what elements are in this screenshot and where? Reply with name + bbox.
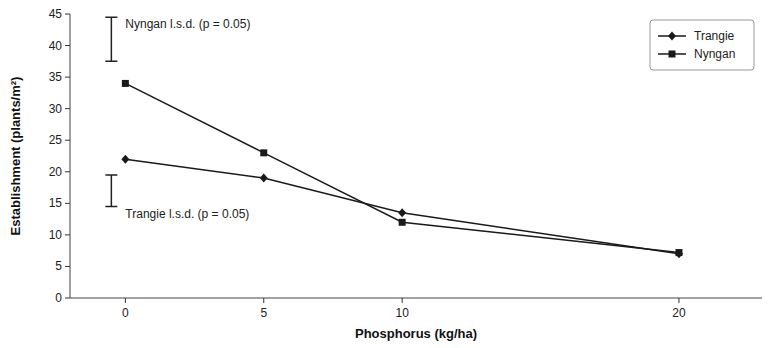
y-tick	[65, 45, 70, 46]
legend-frame	[650, 20, 754, 70]
y-tick	[65, 298, 70, 299]
y-tick-label: 40	[49, 39, 63, 53]
y-tick-label: 30	[49, 102, 63, 116]
chart: 0 5 10 20 0 5 10 15 20 25 30 35 40 45 Phosphorus (kg/h…	[0, 0, 780, 348]
y-tick-label: 0	[55, 291, 62, 305]
y-tick	[65, 266, 70, 267]
y-tick	[65, 14, 70, 15]
y-tick-label: 35	[49, 70, 63, 84]
lsd-bar: Trangie l.s.d. (p = 0.05)	[105, 175, 249, 222]
legend-item: Nyngan	[658, 47, 735, 61]
lsd-label: Nyngan l.s.d. (p = 0.05)	[125, 17, 250, 31]
lsd-bar-shape	[105, 17, 117, 61]
x-tick-label: 20	[672, 306, 686, 320]
series-marker	[260, 174, 268, 183]
legend-item: Trangie	[658, 29, 735, 43]
y-axis-line	[70, 14, 71, 298]
series-marker	[121, 155, 129, 164]
series-marker	[675, 249, 683, 258]
plot-data	[121, 80, 683, 258]
legend-label: Trangie	[694, 29, 735, 43]
lsd-bar: Nyngan l.s.d. (p = 0.05)	[105, 17, 250, 61]
series-marker	[675, 249, 682, 256]
y-tick	[65, 171, 70, 172]
series-marker	[260, 149, 267, 156]
series-marker	[122, 80, 129, 87]
y-tick-label: 5	[55, 259, 62, 273]
y-tick	[65, 140, 70, 141]
x-tick	[125, 298, 126, 303]
x-tick	[678, 298, 679, 303]
lsd-bar-shape	[105, 175, 117, 207]
y-tick-label: 45	[49, 7, 63, 21]
y-tick-label: 20	[49, 165, 63, 179]
x-tick-label: 5	[260, 306, 267, 320]
y-tick-label: 15	[49, 196, 63, 210]
y-axis-label: Establishment (plants/m²)	[8, 77, 23, 236]
x-tick	[402, 298, 403, 303]
y-tick-label: 10	[49, 228, 63, 242]
legend-marker	[669, 51, 676, 58]
series-line	[125, 159, 679, 254]
series-line	[125, 83, 679, 252]
x-tick-label: 10	[395, 306, 409, 320]
y-tick-label: 25	[49, 133, 63, 147]
x-tick-label: 0	[122, 306, 129, 320]
lsd-label: Trangie l.s.d. (p = 0.05)	[125, 207, 249, 221]
legend-marker	[668, 32, 676, 41]
legend-label: Nyngan	[694, 47, 735, 61]
series-marker	[399, 219, 406, 226]
y-tick	[65, 77, 70, 78]
series-marker	[398, 208, 406, 217]
y-tick	[65, 234, 70, 235]
x-tick	[263, 298, 264, 303]
x-axis-label: Phosphorus (kg/ha)	[355, 326, 477, 341]
series	[121, 155, 683, 259]
y-tick	[65, 108, 70, 109]
legend: Trangie Nyngan	[650, 20, 754, 70]
series	[122, 80, 683, 256]
lsd-brackets: Nyngan l.s.d. (p = 0.05) Trangie l.s.d. (…	[105, 17, 250, 221]
x-axis-line	[70, 298, 762, 299]
y-tick	[65, 203, 70, 204]
